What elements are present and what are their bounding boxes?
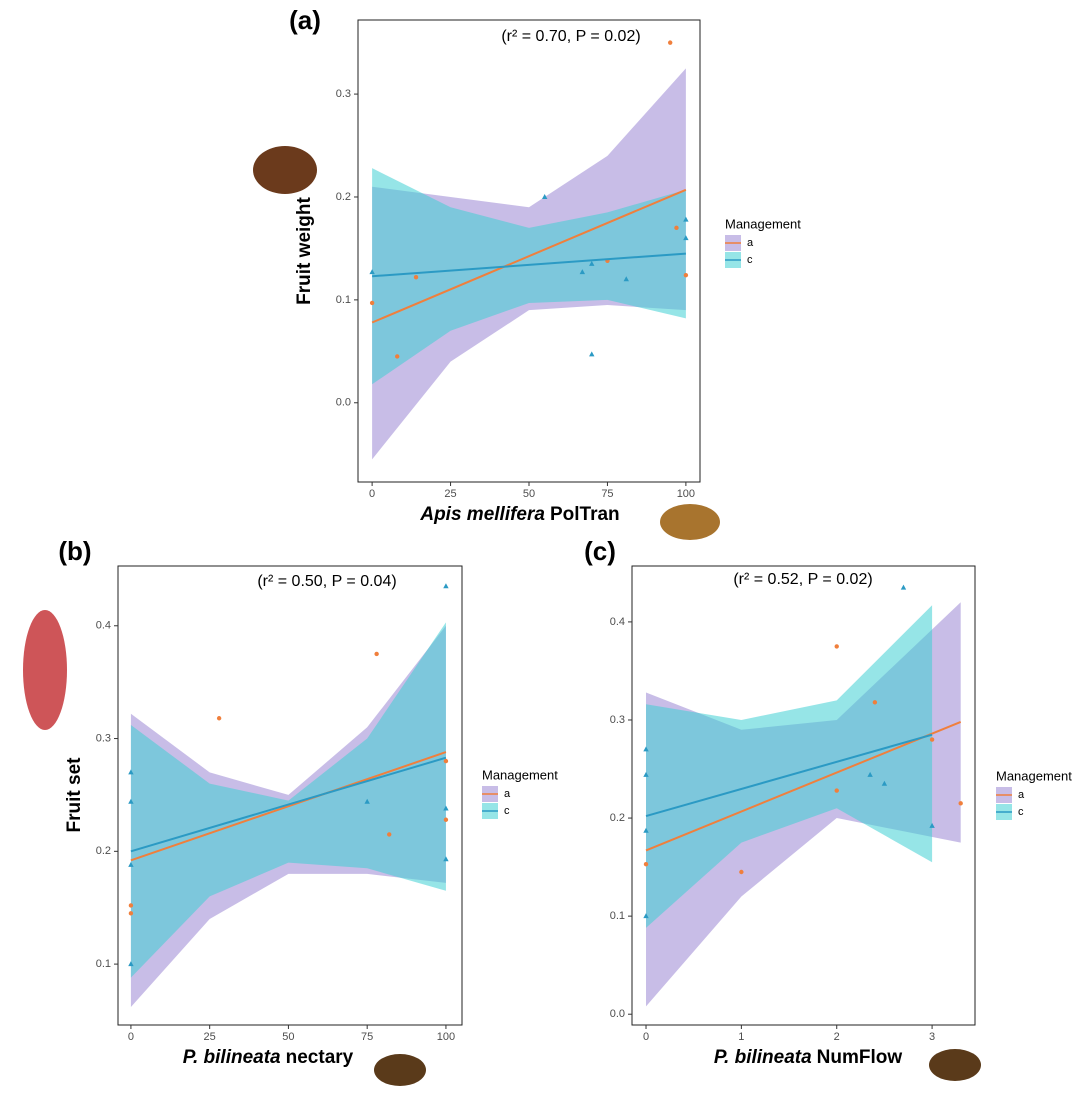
- y-tick-label: 0.1: [610, 910, 625, 922]
- point: [684, 273, 688, 277]
- berry-icon: [23, 610, 67, 730]
- y-tick-label: 0.0: [610, 1008, 625, 1020]
- y-tick-label: 0.3: [610, 714, 625, 726]
- point: [589, 351, 594, 356]
- annotation: (r² = 0.50, P = 0.04): [257, 573, 396, 590]
- panel: (a) 0 25 50 75 100 0.0 0.1 0.2 0.3 (r² = 0.70, P =…: [289, 5, 801, 525]
- x-tick-label: 75: [601, 488, 613, 500]
- point: [835, 644, 839, 648]
- y-tick-label: 0.2: [610, 812, 625, 824]
- panel-label: (a): [289, 5, 321, 35]
- point: [901, 585, 906, 590]
- x-tick-label: 3: [929, 1031, 935, 1043]
- x-tick-label: 0: [369, 488, 375, 500]
- point: [444, 759, 448, 763]
- y-tick-label: 0.0: [336, 397, 351, 409]
- bee-icon: [929, 1049, 981, 1081]
- x-tick-label: 0: [643, 1031, 649, 1043]
- point: [443, 583, 448, 588]
- point: [674, 226, 678, 230]
- point: [668, 40, 672, 44]
- point: [644, 862, 648, 866]
- x-tick-label: 1: [738, 1031, 744, 1043]
- legend-label: c: [1018, 806, 1024, 818]
- y-tick-label: 0.2: [96, 845, 111, 857]
- y-tick-label: 0.4: [610, 616, 625, 628]
- annotation: (r² = 0.52, P = 0.02): [733, 571, 872, 588]
- x-tick-label: 0: [128, 1031, 134, 1043]
- y-axis-label: Fruit set: [64, 757, 85, 833]
- point: [129, 903, 133, 907]
- x-axis-label-text: PolTran: [550, 504, 620, 525]
- legend-title: Management: [482, 767, 558, 782]
- legend-label: a: [504, 788, 511, 800]
- y-tick-label: 0.1: [96, 958, 111, 970]
- point: [374, 652, 378, 656]
- x-axis-label-italic: P. bilineata: [183, 1047, 281, 1068]
- legend-label: c: [747, 254, 753, 266]
- y-tick-label: 0.4: [96, 620, 111, 632]
- x-axis-label-text: NumFlow: [817, 1047, 903, 1068]
- confidence-band: [646, 605, 932, 928]
- legend-label: a: [747, 237, 754, 249]
- point: [873, 700, 877, 704]
- x-tick-label: 2: [834, 1031, 840, 1043]
- point: [739, 870, 743, 874]
- point: [444, 818, 448, 822]
- point: [217, 716, 221, 720]
- x-axis-label-italic: Apis mellifera: [419, 504, 545, 525]
- bee-icon: [660, 504, 720, 540]
- x-tick-label: 25: [444, 488, 456, 500]
- legend-label: c: [504, 805, 510, 817]
- legend-title: Management: [996, 768, 1072, 783]
- point: [835, 788, 839, 792]
- panel-label: (c): [584, 536, 616, 566]
- x-axis-label-text: nectary: [286, 1047, 354, 1068]
- x-tick-label: 50: [282, 1031, 294, 1043]
- x-tick-label: 25: [204, 1031, 216, 1043]
- y-tick-label: 0.1: [336, 294, 351, 306]
- y-tick-label: 0.2: [336, 191, 351, 203]
- point: [930, 737, 934, 741]
- y-axis-label: Fruit weight: [294, 197, 315, 305]
- point: [958, 801, 962, 805]
- panel: (b) 0 25 50 75 100 0.1 0.2 0.3 0.4 (r² = 0.50, P =…: [58, 536, 558, 1068]
- coffee-icon: [253, 146, 317, 194]
- point: [387, 832, 391, 836]
- x-tick-label: 100: [677, 488, 695, 500]
- x-tick-label: 50: [523, 488, 535, 500]
- point: [395, 354, 399, 358]
- point: [414, 275, 418, 279]
- y-tick-label: 0.3: [336, 88, 351, 100]
- panel-label: (b): [58, 536, 91, 566]
- point: [129, 911, 133, 915]
- point: [370, 301, 374, 305]
- annotation: (r² = 0.70, P = 0.02): [501, 28, 640, 45]
- legend-title: Management: [725, 216, 801, 231]
- bee-icon: [374, 1054, 426, 1086]
- x-tick-label: 100: [437, 1031, 455, 1043]
- figure: (a)02550751000.00.10.20.3(r² = 0.70, P =…: [0, 0, 1083, 1095]
- legend-label: a: [1018, 789, 1025, 801]
- x-tick-label: 75: [361, 1031, 373, 1043]
- panel: (c) 0 1 2 3 0.0 0.1 0.2 0.3 0.4 (r² = 0.52, P = 0.…: [584, 536, 1072, 1068]
- x-axis-label-italic: P. bilineata: [714, 1047, 812, 1068]
- y-tick-label: 0.3: [96, 732, 111, 744]
